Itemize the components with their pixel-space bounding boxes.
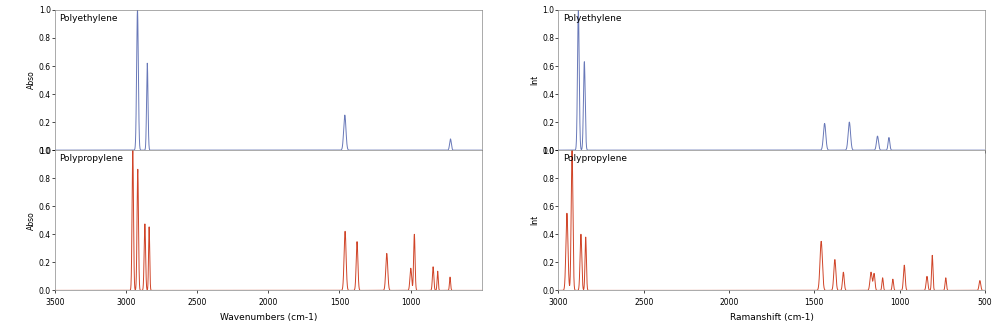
Y-axis label: Int: Int bbox=[530, 215, 539, 225]
Text: Polypropylene: Polypropylene bbox=[563, 154, 627, 163]
X-axis label: Ramanshift (cm-1): Ramanshift (cm-1) bbox=[730, 313, 814, 322]
Y-axis label: Int: Int bbox=[530, 75, 539, 85]
Text: Polyethylene: Polyethylene bbox=[563, 14, 621, 23]
Y-axis label: Abso: Abso bbox=[27, 211, 36, 230]
Text: Polyethylene: Polyethylene bbox=[59, 14, 118, 23]
X-axis label: Wavenumbers (cm-1): Wavenumbers (cm-1) bbox=[220, 313, 317, 322]
Y-axis label: Abso: Abso bbox=[27, 71, 36, 89]
Text: Polypropylene: Polypropylene bbox=[59, 154, 123, 163]
